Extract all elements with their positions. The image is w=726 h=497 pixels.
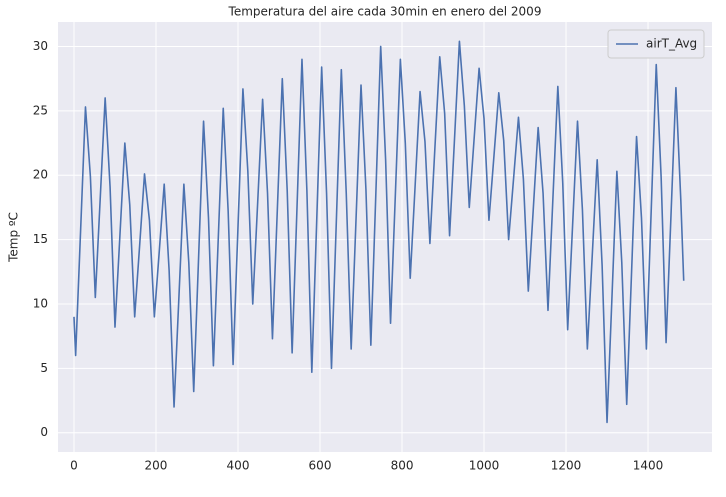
y-tick-label: 20 <box>33 168 48 182</box>
y-tick-label: 15 <box>33 232 48 246</box>
x-tick-label: 400 <box>227 459 250 473</box>
x-tick-label: 600 <box>309 459 332 473</box>
y-tick-label: 10 <box>33 296 48 310</box>
x-tick-label: 0 <box>70 459 78 473</box>
y-tick-label: 0 <box>40 425 48 439</box>
y-tick-label: 30 <box>33 39 48 53</box>
x-tick-label: 1200 <box>551 459 582 473</box>
y-tick-label: 25 <box>33 103 48 117</box>
data-line <box>73 40 685 424</box>
legend-label: airT_Avg <box>646 37 697 51</box>
x-tick-label: 800 <box>391 459 414 473</box>
y-axis-label: Temp ºC <box>7 212 21 263</box>
x-tick-label: 200 <box>145 459 168 473</box>
y-tick-label: 5 <box>40 361 48 375</box>
legend-box <box>607 29 705 59</box>
x-tick-label: 1000 <box>469 459 500 473</box>
chart-title: Temperatura del aire cada 30min en enero… <box>228 5 542 19</box>
x-tick-label: 1400 <box>633 459 664 473</box>
